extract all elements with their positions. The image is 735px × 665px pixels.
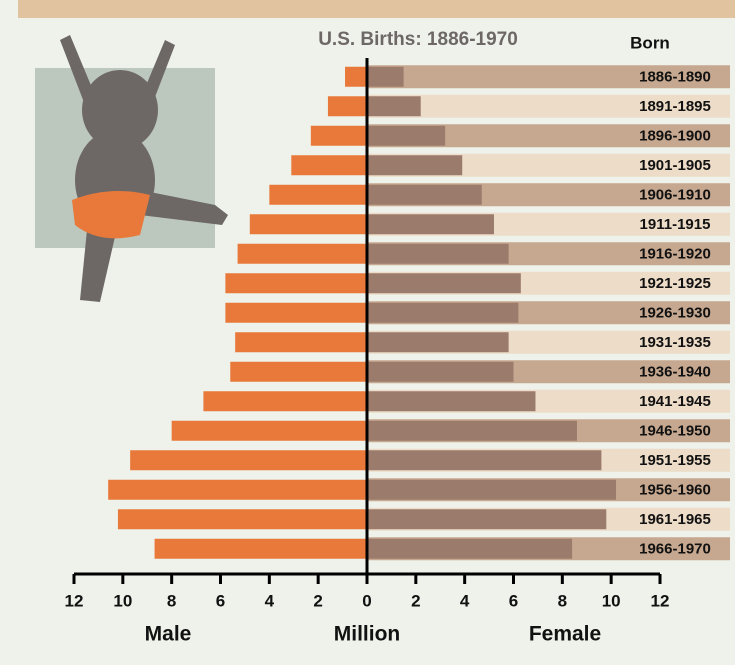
x-tick-label: 10 xyxy=(602,591,621,610)
male-bar xyxy=(237,243,367,264)
x-axis-label: Million xyxy=(334,623,401,646)
row-band xyxy=(367,65,730,89)
category-label: 1901-1905 xyxy=(639,157,711,174)
category-label: 1926-1930 xyxy=(639,305,711,322)
category-label: 1936-1940 xyxy=(639,364,711,381)
x-tick-label: 2 xyxy=(411,591,420,610)
female-bar xyxy=(367,391,536,412)
category-label: 1886-1890 xyxy=(639,69,711,86)
female-bar xyxy=(367,509,607,530)
female-bar xyxy=(367,184,482,205)
category-label: 1891-1895 xyxy=(639,98,711,115)
female-bar xyxy=(367,214,494,235)
female-bar xyxy=(367,125,446,146)
male-label: Male xyxy=(145,623,192,646)
female-bar xyxy=(367,66,404,87)
male-bar xyxy=(225,302,367,323)
male-bar xyxy=(249,214,367,235)
male-bar xyxy=(203,391,367,412)
male-bar xyxy=(310,125,367,146)
diaper xyxy=(72,191,150,239)
category-label: 1966-1970 xyxy=(639,541,711,558)
male-bar xyxy=(269,184,367,205)
x-tick-label: 0 xyxy=(362,591,371,610)
male-bar xyxy=(230,361,367,382)
x-tick-label: 12 xyxy=(65,591,84,610)
male-bar xyxy=(291,155,367,176)
female-label: Female xyxy=(529,623,601,646)
category-label: 1911-1915 xyxy=(640,216,711,233)
male-bar xyxy=(225,273,367,294)
category-label: 1931-1935 xyxy=(639,334,711,351)
male-bar xyxy=(130,450,367,471)
category-label: 1906-1910 xyxy=(639,187,711,204)
x-tick-label: 8 xyxy=(167,591,176,610)
x-tick-label: 4 xyxy=(265,591,275,610)
category-label: 1956-1960 xyxy=(639,482,711,499)
female-bar xyxy=(367,96,421,117)
male-bar xyxy=(327,96,367,117)
male-bar xyxy=(171,420,367,441)
x-tick-label: 12 xyxy=(651,591,670,610)
category-label: 1961-1965 xyxy=(639,511,711,528)
female-bar xyxy=(367,243,509,264)
female-bar xyxy=(367,450,602,471)
female-bar xyxy=(367,273,521,294)
x-tick-label: 6 xyxy=(509,591,518,610)
x-tick-label: 2 xyxy=(313,591,322,610)
male-bar xyxy=(345,66,367,87)
male-bar xyxy=(108,479,367,500)
male-bar xyxy=(154,538,367,559)
category-label: 1941-1945 xyxy=(639,393,711,410)
category-label: 1921-1925 xyxy=(639,275,711,292)
x-tick-label: 4 xyxy=(460,591,470,610)
female-bar xyxy=(367,332,509,353)
female-bar xyxy=(367,479,617,500)
female-bar xyxy=(367,302,519,323)
category-label: 1916-1920 xyxy=(639,246,711,263)
female-bar xyxy=(367,155,463,176)
x-tick-label: 8 xyxy=(558,591,567,610)
x-tick-label: 10 xyxy=(113,591,132,610)
row-band xyxy=(367,94,730,118)
top-strip xyxy=(18,0,735,18)
female-bar xyxy=(367,361,514,382)
category-label: 1951-1955 xyxy=(639,452,711,469)
category-header: Born xyxy=(630,33,670,52)
male-bar xyxy=(117,509,367,530)
category-label: 1896-1900 xyxy=(639,128,711,145)
category-label: 1946-1950 xyxy=(639,423,711,440)
row-band xyxy=(367,124,730,148)
plot: 1886-1890 1891-1895 1896-1900 1901-1905 1906… xyxy=(65,58,730,610)
female-bar xyxy=(367,420,577,441)
x-tick-label: 6 xyxy=(216,591,225,610)
female-bar xyxy=(367,538,573,559)
male-bar xyxy=(235,332,367,353)
chart-title: U.S. Births: 1886-1970 xyxy=(318,29,518,50)
